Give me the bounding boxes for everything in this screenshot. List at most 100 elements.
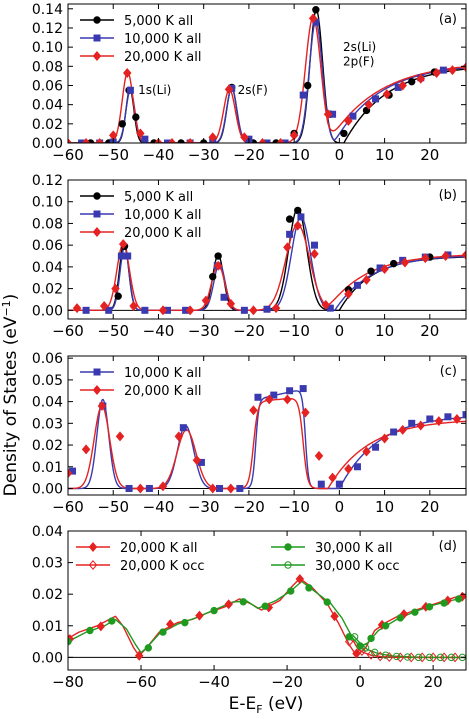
data-point-30-000-k-occ [381, 651, 390, 659]
y-tick-label: 0.03 [32, 556, 63, 572]
x-tick-label: −30 [188, 322, 220, 340]
data-point-30-000-k-all [425, 603, 434, 611]
y-tick-label: 0.04 [32, 524, 63, 540]
data-point-20-000-k-all [293, 220, 302, 231]
data-point-20-000-k-all [321, 299, 331, 310]
x-tick-label: 0 [355, 673, 365, 691]
data-point-20-000-k-all [271, 303, 281, 314]
x-tick-label: 0 [335, 498, 345, 516]
data-point-30-000-k-occ [371, 648, 379, 657]
data-point-20-000-k-all [283, 242, 292, 253]
data-point-20-000-k-all [158, 481, 168, 492]
data-point-10-000-k-all [263, 305, 271, 313]
panel-c: −60 −50 −40 −30 −20 −10 0 10 20 0.00 0.01 0.02 0.03 0… [32, 351, 467, 516]
y-tick-label: 0.04 [32, 98, 63, 114]
legend-label: 5,000 K all [124, 190, 193, 205]
panel-label: (d) [439, 539, 457, 554]
data-point-20-000-k-all [249, 405, 258, 416]
data-point-20-000-k-all [226, 298, 236, 309]
data-point-20-000-k-all [382, 89, 392, 100]
data-point-5-000-k-all [214, 252, 222, 260]
data-point-5-000-k-all [118, 120, 126, 128]
data-point-10-000-k-all [220, 293, 228, 301]
data-point-20-000-k-all [123, 68, 132, 78]
data-point-20-000-k-all [118, 239, 128, 250]
data-point-30-000-k-all [381, 622, 390, 630]
legend-marker [284, 561, 292, 569]
data-point-5-000-k-all [132, 113, 140, 121]
data-point-20-000-k-occ [344, 636, 354, 647]
y-tick-label: 0.01 [32, 619, 63, 635]
legend: 5,000 K all 10,000 K all 20,000 K all [80, 14, 201, 65]
data-point-20-000-k-all [97, 400, 107, 411]
legend-label: 5,000 K all [124, 14, 193, 29]
data-point-10-000-k-all [141, 135, 149, 143]
y-tick-label: 0.08 [32, 216, 63, 232]
data-point-20-000-k-all [344, 115, 353, 126]
data-point-20-000-k-all [328, 472, 337, 483]
data-point-5-000-k-all [304, 81, 312, 90]
data-point-20-000-k-occ [396, 652, 405, 663]
data-point-10-000-k-all [439, 66, 447, 74]
data-point-10-000-k-all [372, 95, 380, 103]
plot-frame [67, 355, 467, 496]
data-point-20-000-k-all [224, 599, 233, 610]
data-point-10-000-k-all [82, 306, 90, 314]
x-tick-label: −30 [188, 498, 220, 516]
data-point-20-000-k-all [72, 303, 82, 314]
data-point-10-000-k-all [353, 281, 361, 289]
data-point-30-000-k-all [367, 634, 375, 643]
data-point-20-000-k-all [364, 99, 373, 110]
y-tick-label: 0.00 [32, 650, 63, 666]
data-point-20-000-k-occ [407, 652, 416, 663]
data-point-20-000-k-occ [450, 652, 460, 663]
plot-frame [67, 179, 467, 320]
legend-label: 30,000 K all [315, 541, 392, 556]
data-point-20-000-k-all [265, 394, 274, 405]
data-point-20-000-k-all [441, 251, 450, 261]
data-point-20-000-k-all [344, 463, 353, 474]
data-point-30-000-k-occ [425, 653, 434, 662]
data-point-10-000-k-all [117, 252, 125, 260]
data-point-10-000-k-all [372, 443, 380, 451]
data-point-20-000-k-all [158, 305, 168, 316]
data-point-10-000-k-all [236, 484, 244, 492]
data-point-20-000-k-all [81, 444, 91, 455]
x-tick-label: −10 [278, 498, 310, 516]
data-point-20-000-k-all [224, 84, 234, 95]
data-point-20-000-k-all [398, 80, 407, 91]
data-point-10-000-k-all [105, 306, 113, 314]
data-point-30-000-k-all [108, 617, 116, 625]
data-point-10-000-k-all [326, 304, 334, 312]
panel-label: (a) [439, 12, 457, 27]
y-tick-label: 0.08 [32, 59, 63, 75]
panel-label: (b) [439, 188, 457, 203]
data-point-30-000-k-all [411, 608, 419, 616]
data-point-20-000-k-all [323, 109, 333, 120]
panel-a: −60 −50 −40 −30 −20 −10 0 10 20 0.00 0.02 0.04 0.06 0… [32, 2, 467, 164]
data-point-10-000-k-all [297, 213, 305, 221]
data-point-20-000-k-all [283, 394, 292, 405]
y-tick-label: 0.00 [32, 303, 63, 319]
data-point-10-000-k-all [310, 241, 318, 249]
y-tick-label: 0.02 [32, 587, 63, 603]
x-tick-label: −20 [233, 146, 265, 164]
data-point-20-000-k-all [195, 610, 204, 621]
x-tick-label: −60 [52, 498, 84, 516]
data-point-5-000-k-all [340, 129, 348, 138]
x-tick-label: −10 [278, 146, 310, 164]
data-point-20-000-k-all [174, 431, 184, 442]
y-tick-label: 0.03 [32, 416, 63, 432]
y-tick-label: 0.00 [32, 136, 63, 152]
data-point-10-000-k-all [353, 463, 361, 471]
x-tick-label: −40 [143, 322, 175, 340]
data-point-20-000-k-all [249, 305, 258, 316]
data-point-10-000-k-all [390, 428, 398, 436]
x-tick-label: 20 [424, 673, 443, 691]
x-tick-label: −50 [97, 498, 129, 516]
data-point-20-000-k-all [96, 621, 106, 632]
legend-label: 20,000 K all [120, 541, 197, 556]
legend-marker [93, 192, 101, 200]
y-tick-label: 0.04 [32, 395, 63, 411]
data-point-20-000-k-all [362, 446, 371, 457]
